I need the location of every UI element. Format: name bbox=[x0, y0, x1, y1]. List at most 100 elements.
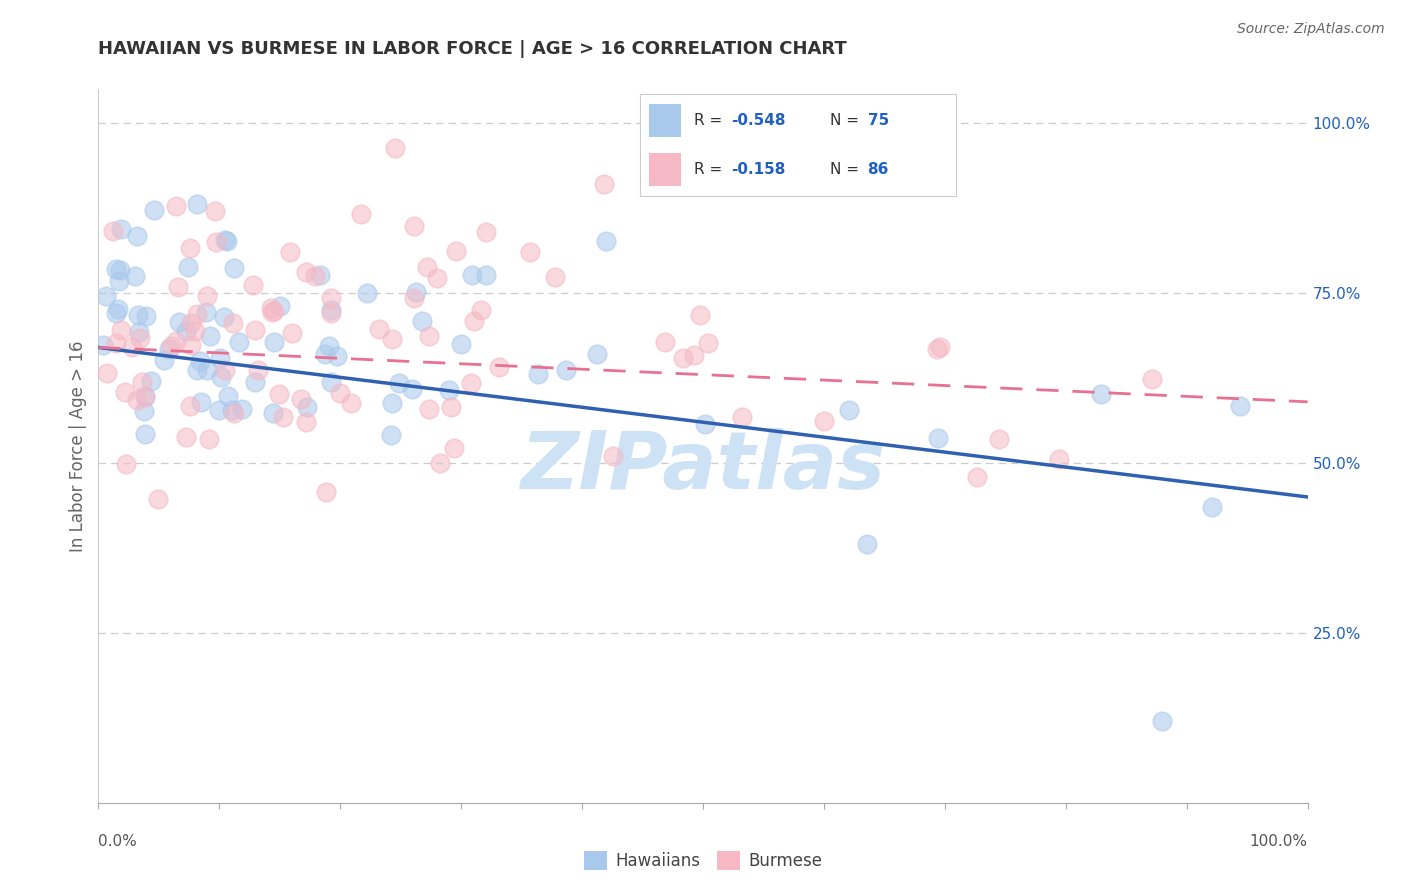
Point bbox=[176, 429, 198, 443]
Text: 100.0%: 100.0% bbox=[1250, 834, 1308, 848]
Point bbox=[411, 314, 433, 328]
Point bbox=[197, 432, 219, 446]
Point bbox=[381, 396, 404, 410]
Point bbox=[731, 409, 754, 424]
Point bbox=[104, 305, 127, 319]
Point bbox=[314, 347, 336, 361]
Point bbox=[125, 229, 148, 244]
Point bbox=[205, 235, 228, 250]
Point bbox=[544, 269, 567, 284]
Point bbox=[134, 390, 156, 404]
Point bbox=[242, 278, 264, 293]
Point bbox=[586, 347, 609, 361]
Point bbox=[418, 401, 440, 416]
Legend: Hawaiians, Burmese: Hawaiians, Burmese bbox=[576, 844, 830, 877]
Point bbox=[689, 308, 711, 322]
Point bbox=[184, 324, 207, 338]
Point bbox=[179, 242, 201, 256]
Text: R =: R = bbox=[693, 112, 727, 128]
Point bbox=[463, 314, 485, 328]
Point bbox=[186, 197, 208, 211]
Point bbox=[263, 335, 285, 350]
Point bbox=[326, 349, 349, 363]
Point bbox=[114, 385, 136, 400]
Point bbox=[444, 244, 467, 259]
Point bbox=[212, 310, 235, 324]
Point bbox=[269, 299, 291, 313]
Point bbox=[290, 392, 312, 406]
Point bbox=[519, 244, 541, 259]
Point bbox=[96, 289, 118, 303]
Point bbox=[856, 537, 879, 551]
Text: Source: ZipAtlas.com: Source: ZipAtlas.com bbox=[1237, 22, 1385, 37]
Point bbox=[128, 325, 150, 339]
Point bbox=[405, 285, 427, 299]
Point bbox=[1229, 399, 1251, 413]
Point bbox=[927, 431, 949, 445]
Point bbox=[222, 316, 245, 330]
Point bbox=[245, 323, 267, 337]
Text: N =: N = bbox=[830, 162, 863, 178]
Point bbox=[243, 375, 266, 389]
Point bbox=[340, 395, 363, 409]
Point bbox=[966, 469, 988, 483]
Point bbox=[1140, 372, 1163, 386]
Point bbox=[222, 406, 245, 420]
Point bbox=[260, 305, 283, 319]
Point bbox=[103, 224, 125, 238]
Point bbox=[321, 376, 343, 390]
Point bbox=[153, 352, 176, 367]
Point bbox=[159, 339, 181, 353]
Point bbox=[321, 291, 343, 305]
Point bbox=[204, 203, 226, 218]
Point bbox=[672, 351, 695, 366]
Point bbox=[108, 274, 131, 288]
Point bbox=[1152, 714, 1174, 729]
Point bbox=[278, 244, 301, 259]
Text: 75: 75 bbox=[868, 112, 889, 128]
Text: 86: 86 bbox=[868, 162, 889, 178]
Point bbox=[813, 414, 835, 428]
Point bbox=[260, 301, 283, 316]
Point bbox=[318, 338, 340, 352]
Point bbox=[247, 363, 270, 377]
Bar bbox=[650, 104, 681, 136]
Point bbox=[93, 338, 115, 352]
Point bbox=[404, 291, 426, 305]
Point bbox=[418, 329, 440, 343]
Point bbox=[315, 484, 337, 499]
Point bbox=[595, 235, 617, 249]
Point bbox=[165, 334, 187, 348]
Point bbox=[388, 376, 411, 391]
Point bbox=[157, 343, 180, 357]
Point bbox=[925, 342, 948, 356]
Text: -0.548: -0.548 bbox=[731, 112, 786, 128]
Point bbox=[381, 332, 404, 346]
Point bbox=[269, 386, 291, 401]
Point bbox=[96, 366, 118, 380]
Point bbox=[319, 302, 342, 317]
Point bbox=[188, 354, 211, 368]
Point bbox=[165, 199, 187, 213]
Point bbox=[297, 401, 319, 415]
Bar bbox=[650, 153, 681, 186]
Point bbox=[304, 269, 326, 284]
Point bbox=[271, 410, 294, 425]
Point bbox=[180, 316, 202, 330]
Point bbox=[214, 362, 236, 376]
Point bbox=[139, 374, 162, 388]
Point bbox=[115, 458, 138, 472]
Text: 0.0%: 0.0% bbox=[98, 834, 138, 848]
Point bbox=[696, 336, 718, 351]
Point bbox=[443, 442, 465, 456]
Point bbox=[416, 260, 439, 274]
Point bbox=[470, 303, 492, 318]
Point bbox=[527, 367, 550, 381]
Point bbox=[125, 392, 148, 407]
Point bbox=[1090, 387, 1112, 401]
Point bbox=[176, 260, 198, 274]
Point bbox=[186, 307, 208, 321]
Point bbox=[263, 304, 285, 318]
Point bbox=[281, 326, 304, 340]
Point bbox=[475, 268, 498, 282]
